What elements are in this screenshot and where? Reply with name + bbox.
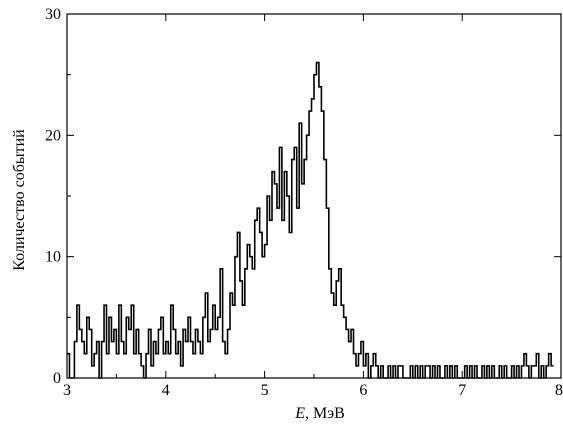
x-tick-label-7: 7: [458, 382, 466, 399]
y-axis-title: Количество событий: [11, 129, 28, 271]
x-axis-title-unit: , МэВ: [305, 405, 345, 422]
x-tick-label-8: 8: [555, 382, 563, 399]
histogram-series: [67, 61, 554, 379]
x-tick-label-6: 6: [359, 382, 367, 399]
x-axis-title: E, МэВ: [294, 405, 345, 422]
x-tick-label-5: 5: [261, 382, 269, 399]
y-axis: 0 10 20 30: [45, 6, 561, 387]
y-tick-label-10: 10: [45, 249, 61, 266]
x-axis-title-symbol: E: [294, 405, 305, 422]
histogram-layer: [67, 61, 554, 379]
y-tick-label-30: 30: [45, 6, 61, 23]
x-tick-label-4: 4: [162, 382, 170, 399]
y-tick-label-0: 0: [53, 370, 61, 387]
plot-frame: [66, 13, 562, 379]
y-tick-label-20: 20: [45, 127, 61, 144]
x-tick-label-3: 3: [63, 382, 71, 399]
x-axis: 3 4 5 6 7 8: [63, 14, 563, 399]
plot-area-border: [66, 13, 562, 379]
